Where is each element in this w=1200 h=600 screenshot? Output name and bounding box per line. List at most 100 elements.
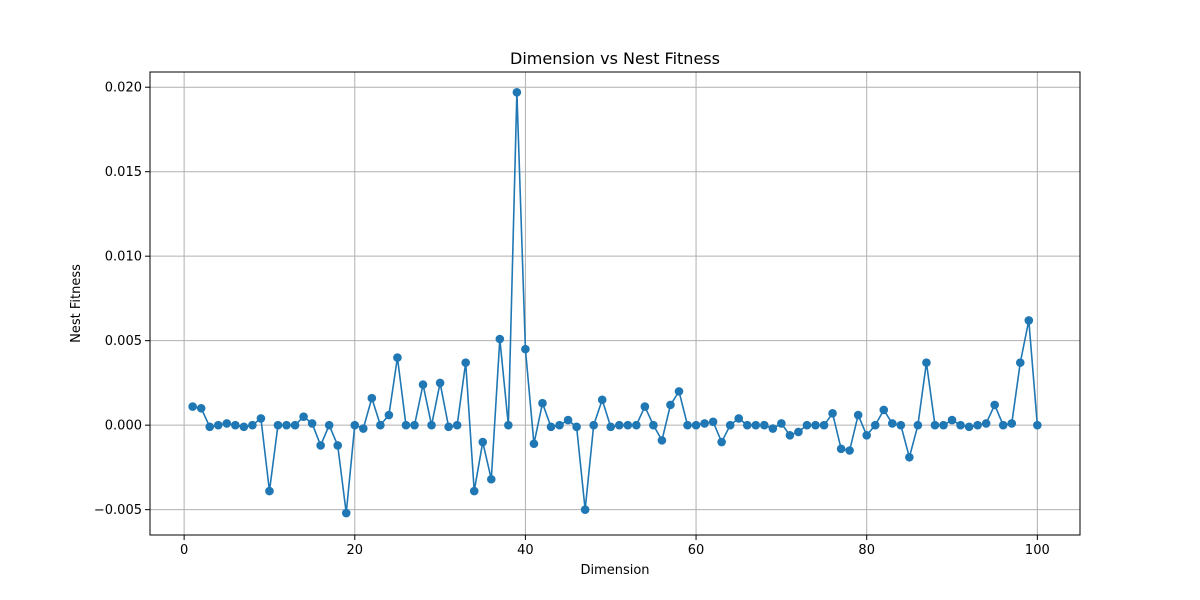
series-line: [192, 91, 1039, 514]
data-point: [734, 414, 744, 423]
data-point: [563, 415, 573, 425]
data-point: [845, 446, 854, 455]
y-tick-label: 0.020: [105, 81, 142, 96]
data-point: [256, 414, 266, 423]
data-point: [196, 403, 206, 413]
data-point: [930, 420, 940, 430]
data-point: [725, 420, 735, 430]
data-point: [981, 419, 991, 428]
data-point: [418, 380, 428, 389]
data-point: [760, 420, 769, 430]
data-point: [444, 422, 453, 432]
data-point: [751, 420, 761, 430]
data-point: [1024, 316, 1034, 325]
data-point: [896, 420, 906, 430]
data-point: [572, 422, 581, 432]
chart-title: Dimension vs Nest Fitness: [510, 49, 720, 68]
data-point: [947, 415, 957, 425]
data-point: [307, 419, 317, 428]
data-point: [231, 420, 240, 430]
y-tick-label: 0.015: [105, 165, 142, 180]
data-point: [649, 420, 658, 430]
data-point: [555, 420, 564, 430]
y-tick-label: 0.000: [105, 419, 142, 434]
ticks: 0 20 40 60 80 100 −0.005 0.000 0.005 0.010 0.015 0.…: [94, 81, 1050, 558]
y-tick-label: 0.005: [105, 334, 142, 349]
data-point: [316, 441, 325, 450]
plot-frame: [149, 71, 1081, 536]
data-point: [785, 431, 795, 440]
data-point: [905, 452, 914, 462]
data-point: [742, 420, 752, 430]
data-point: [640, 402, 650, 411]
data-point: [333, 441, 343, 450]
data-point: [802, 420, 812, 430]
x-tick-label: 100: [1025, 543, 1050, 558]
data-point: [657, 436, 667, 445]
data-point: [367, 393, 377, 403]
data-point: [222, 419, 232, 428]
data-point: [580, 505, 590, 514]
data-point: [538, 398, 547, 408]
data-point: [205, 422, 215, 432]
data-point: [1033, 420, 1042, 430]
y-axis-title: Nest Fitness: [69, 264, 84, 343]
data-point: [998, 420, 1008, 430]
data-point: [1015, 358, 1025, 367]
data-point: [717, 437, 726, 447]
data-point: [870, 420, 880, 430]
data-point: [427, 420, 436, 430]
data-point: [1007, 419, 1017, 428]
data-point: [879, 405, 889, 415]
x-tick-label: 80: [858, 543, 875, 558]
x-tick-label: 40: [517, 543, 534, 558]
data-point: [461, 358, 470, 367]
data-point: [836, 444, 846, 454]
data-point: [922, 358, 931, 367]
y-tick-label: −0.005: [94, 503, 142, 518]
data-point: [597, 395, 607, 405]
data-point: [384, 410, 394, 420]
data-point: [887, 419, 897, 428]
data-point: [273, 420, 283, 430]
data-point: [708, 417, 718, 427]
data-point: [521, 344, 530, 354]
data-point: [469, 486, 479, 496]
data-point: [512, 87, 522, 97]
data-point: [964, 422, 974, 432]
x-tick-label: 0: [180, 543, 188, 558]
data-point: [452, 420, 462, 430]
data-point: [546, 422, 556, 432]
data-point: [401, 420, 411, 430]
data-point: [504, 420, 513, 430]
data-point: [239, 422, 249, 432]
data-point: [435, 378, 445, 388]
data-point: [265, 486, 274, 496]
grid: [150, 72, 1080, 535]
data-point: [828, 409, 837, 418]
data-point: [486, 474, 496, 484]
data-point: [248, 420, 257, 430]
data-point: [853, 410, 863, 420]
data-point: [359, 424, 368, 433]
data-point: [589, 420, 598, 430]
data-point: [376, 420, 385, 430]
data-point: [213, 420, 223, 430]
data-point: [350, 420, 360, 430]
data-point: [862, 431, 871, 440]
data-point: [666, 400, 675, 410]
data-point: [290, 420, 300, 430]
data-point: [811, 420, 820, 430]
data-point: [956, 420, 965, 430]
data-point: [410, 420, 419, 430]
y-tick-label: 0.010: [105, 250, 142, 265]
x-axis-title: Dimension: [580, 563, 649, 578]
data-point: [495, 334, 505, 344]
data-point: [282, 420, 291, 430]
x-tick-label: 20: [346, 543, 363, 558]
data-point: [777, 419, 786, 428]
data-point: [393, 353, 402, 362]
data-point: [674, 387, 684, 396]
data-point: [973, 420, 982, 430]
